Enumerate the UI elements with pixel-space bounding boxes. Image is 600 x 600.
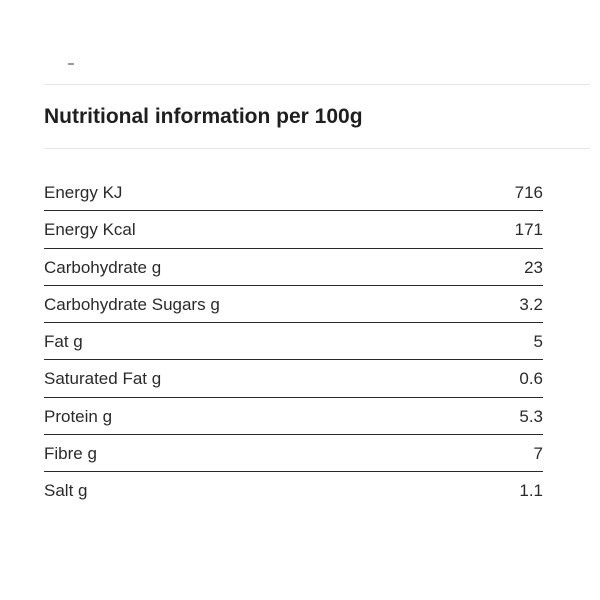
row-value: 3.2 (519, 294, 543, 314)
row-value: 5.3 (519, 406, 543, 426)
row-value: 716 (514, 183, 543, 202)
heading-divider (44, 148, 590, 149)
row-value: 5 (533, 332, 543, 352)
table-row: Salt g 1.1 (44, 472, 543, 509)
table-row: Energy Kcal 171 (44, 211, 543, 249)
table-row: Fat g 5 (44, 323, 543, 361)
table-row: Fibre g 7 (44, 435, 543, 473)
table-row: Carbohydrate g 23 (44, 249, 543, 286)
row-label: Carbohydrate g (44, 257, 162, 277)
nutrition-table: Energy KJ 716 Energy Kcal 171 Carbohydra… (44, 174, 543, 510)
row-label: Fat g (44, 332, 83, 352)
row-value: 23 (524, 257, 543, 277)
dash-mark (68, 63, 74, 65)
row-label: Energy KJ (44, 183, 123, 202)
row-value: 7 (533, 444, 543, 464)
row-label: Saturated Fat g (44, 369, 162, 389)
table-row: Energy KJ 716 (44, 174, 543, 212)
row-label: Energy Kcal (44, 220, 136, 240)
row-label: Salt g (44, 481, 88, 501)
row-label: Carbohydrate Sugars g (44, 294, 220, 314)
row-label: Fibre g (44, 444, 97, 464)
row-label: Protein g (44, 406, 113, 426)
row-value: 0.6 (519, 369, 543, 389)
top-divider (44, 84, 590, 85)
table-row: Carbohydrate Sugars g 3.2 (44, 286, 543, 324)
table-row: Protein g 5.3 (44, 398, 543, 436)
row-value: 171 (514, 220, 543, 240)
nutrition-heading: Nutritional information per 100g (44, 105, 363, 128)
row-value: 1.1 (519, 481, 543, 501)
table-row: Saturated Fat g 0.6 (44, 360, 543, 398)
